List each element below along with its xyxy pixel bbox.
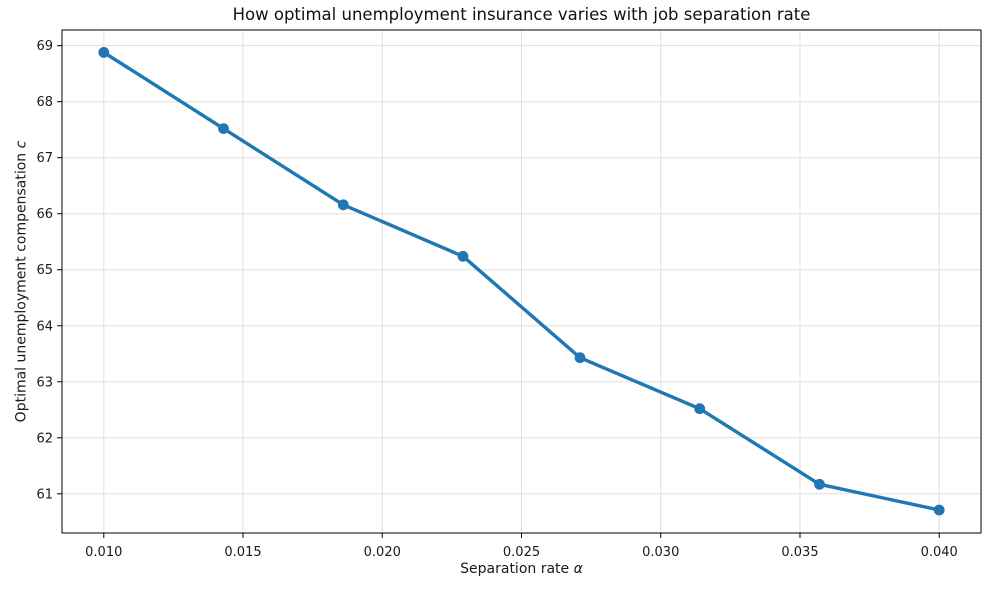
- y-tick-label: 63: [36, 375, 53, 390]
- y-axis-label: Optimal unemployment compensation c: [14, 140, 30, 422]
- chart-title: How optimal unemployment insurance varie…: [233, 5, 811, 24]
- data-point-marker: [337, 199, 349, 211]
- y-tick-label: 66: [36, 207, 53, 222]
- c-symbol: c: [14, 140, 30, 148]
- x-tick-label: 0.030: [642, 545, 679, 560]
- x-axis-label: Separation rate α: [460, 561, 583, 577]
- y-tick-label: 64: [36, 319, 53, 334]
- x-tick-label: 0.015: [224, 545, 261, 560]
- x-tick-label: 0.035: [781, 545, 818, 560]
- data-point-marker: [98, 47, 110, 58]
- x-tick-label: 0.010: [85, 545, 122, 560]
- grid-layer: [62, 30, 981, 533]
- series-line: [102, 50, 941, 512]
- data-point-marker: [814, 478, 825, 490]
- x-tick-label: 0.020: [364, 545, 401, 560]
- y-tick-label: 67: [36, 151, 53, 166]
- data-point-marker: [694, 403, 706, 415]
- y-tick-label: 62: [36, 431, 53, 446]
- y-tick-label: 65: [36, 263, 53, 278]
- y-tick-label: 61: [36, 487, 53, 502]
- y-tick-label: 69: [36, 39, 53, 54]
- series-layer: [98, 47, 945, 516]
- data-point-marker: [574, 352, 586, 364]
- alpha-symbol: α: [574, 561, 584, 577]
- x-tick-label: 0.025: [503, 545, 540, 560]
- y-tick-label: 68: [36, 95, 53, 110]
- y-axis-label-text: Optimal unemployment compensation: [14, 148, 30, 422]
- x-axis-label-text: Separation rate: [460, 561, 573, 577]
- data-point-marker: [457, 250, 469, 262]
- x-tick-label: 0.040: [921, 545, 958, 560]
- tick-layer: 0.010 0.015 0.020 0.025 0.030 0.035 0.040 61 62 6…: [36, 39, 957, 560]
- data-point-marker: [218, 123, 229, 134]
- data-point-marker: [933, 504, 945, 516]
